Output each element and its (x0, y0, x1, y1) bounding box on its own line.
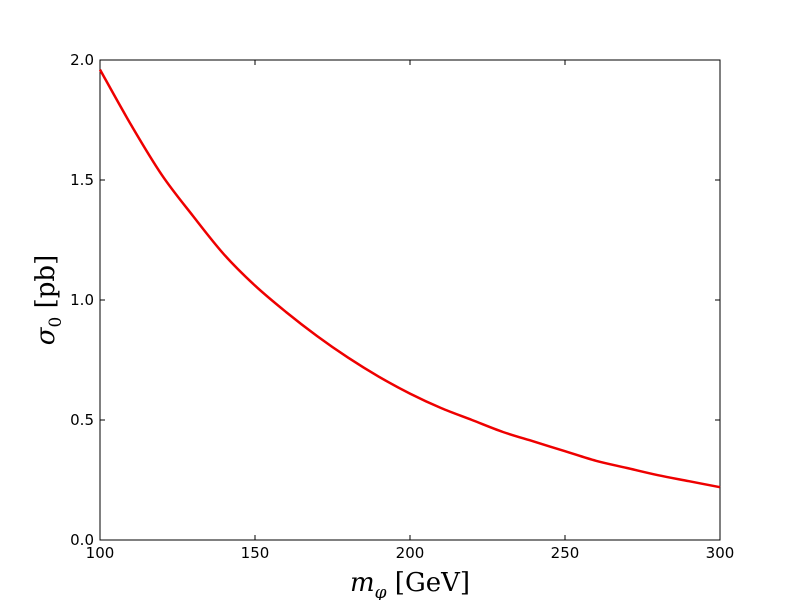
y-tick-label: 1.5 (70, 171, 94, 189)
x-tick-label: 300 (706, 544, 735, 562)
plot-area (99, 59, 721, 541)
x-tick-label: 100 (86, 544, 115, 562)
y-tick-label: 2.0 (70, 51, 94, 69)
x-tick-label: 200 (396, 544, 425, 562)
y-tick-label: 1.0 (70, 291, 94, 309)
series-group (98, 68, 721, 489)
x-tick-label: 250 (551, 544, 580, 562)
series-line-0 (98, 68, 721, 489)
y-tick-label: 0.0 (70, 531, 94, 549)
y-axis-label: σ0 [pb] (31, 255, 66, 345)
x-axis-label: mφ [GeV] (350, 568, 470, 600)
ticks: 100 150 200 250 300 0.0 0.5 1.0 1.5 2.0 (70, 51, 734, 562)
x-tick-label: 150 (241, 544, 270, 562)
axes-frame (99, 59, 721, 541)
y-tick-label: 0.5 (70, 411, 94, 429)
